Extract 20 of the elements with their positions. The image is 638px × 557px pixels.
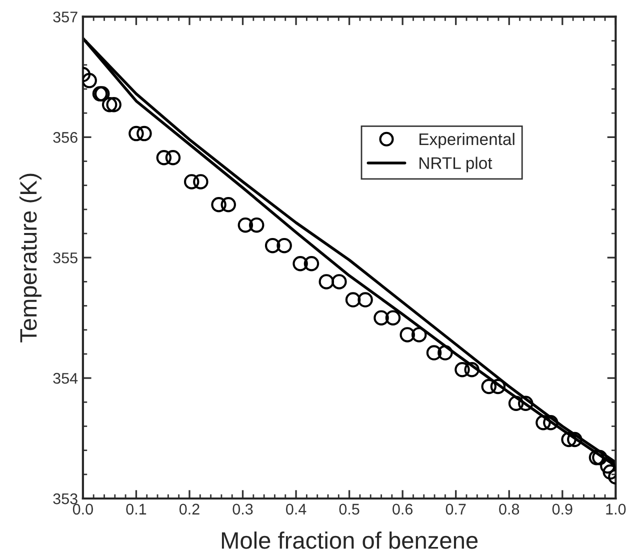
legend-label: Experimental [420, 132, 514, 148]
x-tick-label: 0.8 [499, 504, 520, 515]
x-tick-label: 0.0 [72, 504, 93, 515]
x-tick-label: 0.5 [339, 504, 360, 515]
x-tick-label: 0.4 [286, 504, 306, 515]
y-tick-label: 353 [53, 493, 78, 504]
x-axis-title: Mole fraction of benzene [222, 532, 478, 549]
x-tick-label: 0.6 [392, 504, 413, 515]
x-tick-label: 0.1 [126, 504, 146, 515]
x-tick-label: 0.2 [179, 504, 200, 515]
y-tick-label: 357 [53, 12, 78, 22]
x-tick-label: 0.3 [232, 504, 253, 515]
x-tick-label: 0.7 [446, 504, 466, 515]
y-tick-label: 354 [53, 372, 78, 384]
x-tick-label: 1.0 [606, 504, 626, 515]
y-axis-title: Temperature (K) [19, 174, 42, 342]
y-tick-label: 356 [53, 132, 78, 143]
y-tick-label: 355 [53, 252, 78, 264]
x-tick-label: 0.9 [552, 504, 572, 515]
legend-label: NRTL plot [420, 156, 492, 172]
